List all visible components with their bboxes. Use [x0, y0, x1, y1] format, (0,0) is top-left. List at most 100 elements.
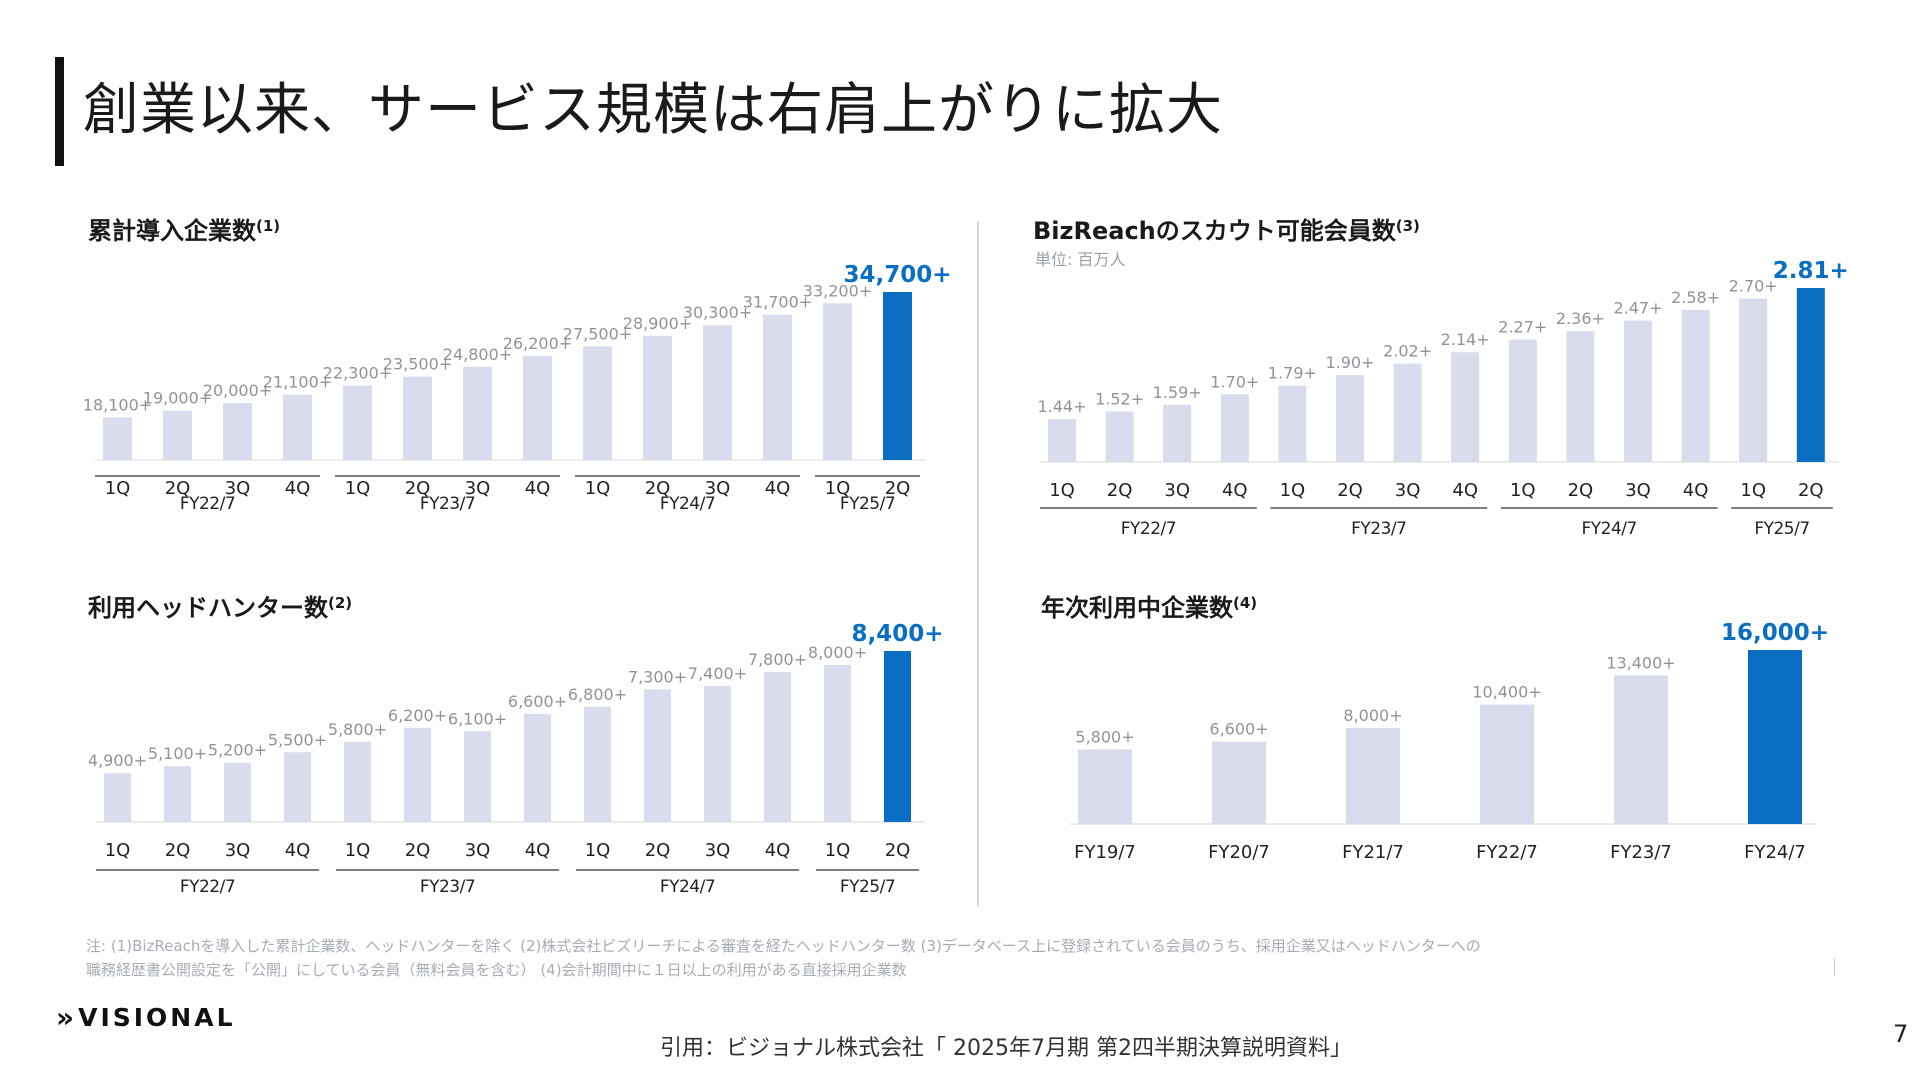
category-label: 3Q — [705, 840, 731, 861]
data-label: 19,000+ — [143, 389, 212, 408]
data-label: 5,200+ — [208, 741, 267, 760]
bar — [763, 314, 792, 460]
category-label: 2Q — [405, 840, 431, 861]
data-label: 8,000+ — [1343, 706, 1402, 725]
category-label: 3Q — [225, 840, 251, 861]
data-label: 2.70+ — [1729, 277, 1778, 296]
group-label: FY25/7 — [840, 877, 895, 897]
logo-chevron-icon: » — [56, 1001, 74, 1034]
data-label: 8,000+ — [808, 643, 867, 662]
group-label: FY24/7 — [660, 494, 715, 514]
data-label: 6,600+ — [1209, 720, 1268, 739]
group-label: FY23/7 — [1351, 519, 1406, 539]
footnote-line-1: 注: (1)BizReachを導入した累計企業数、ヘッドハンターを除く (2)株… — [86, 937, 1481, 955]
bar — [1508, 339, 1537, 462]
category-label: 3Q — [1395, 480, 1421, 501]
bar — [1105, 411, 1134, 462]
data-label: 7,800+ — [748, 650, 807, 669]
data-label: 20,000+ — [203, 381, 272, 400]
data-label: 6,200+ — [388, 706, 447, 725]
category-label: 4Q — [1222, 480, 1248, 501]
group-label: FY22/7 — [1121, 519, 1176, 539]
data-label: 2.47+ — [1613, 299, 1662, 318]
bar — [1451, 352, 1480, 462]
footnote-line-2: 職務経歴書公開設定を「公開」にしている会員（無料会員を含む） (4)会計期間中に… — [86, 961, 907, 979]
data-label: 2.36+ — [1556, 309, 1605, 328]
bar — [1346, 728, 1400, 824]
data-label: 16,000+ — [1721, 620, 1829, 646]
category-label: 1Q — [1510, 480, 1536, 501]
bar — [884, 651, 911, 822]
category-label: 3Q — [225, 478, 251, 499]
data-label: 10,400+ — [1472, 683, 1541, 702]
data-label: 5,500+ — [268, 730, 327, 749]
data-label: 2.58+ — [1671, 288, 1720, 307]
data-label: 1.70+ — [1210, 372, 1259, 391]
data-label: 1.59+ — [1153, 383, 1202, 402]
category-label: 1Q — [345, 478, 371, 499]
page-title: 創業以来、サービス規模は右肩上がりに拡大 — [83, 78, 1223, 143]
data-label: 18,100+ — [83, 395, 152, 414]
bar — [1480, 704, 1534, 824]
title-accent-bar — [55, 57, 64, 166]
chart-title-cumulative-companies: 累計導入企業数(1) — [88, 217, 281, 245]
bar — [404, 727, 431, 822]
visional-logo: » VISIONAL — [56, 1004, 236, 1032]
category-label: 1Q — [345, 840, 371, 861]
data-label: 6,100+ — [448, 709, 507, 728]
bar — [704, 685, 731, 822]
bar — [403, 376, 432, 460]
chart-title-headhunters: 利用ヘッドハンター数(2) — [88, 594, 353, 622]
category-label: 2Q — [1568, 480, 1594, 501]
category-label: FY24/7 — [1744, 842, 1806, 863]
category-label: 3Q — [465, 478, 491, 499]
data-label: 2.02+ — [1383, 342, 1432, 361]
group-label: FY25/7 — [1754, 519, 1809, 539]
bar — [823, 303, 852, 460]
category-label: 1Q — [825, 478, 851, 499]
bar — [464, 731, 491, 822]
bar — [224, 762, 251, 822]
bar — [1614, 675, 1668, 824]
bar — [463, 366, 492, 460]
category-label: 3Q — [465, 840, 491, 861]
data-label: 1.52+ — [1095, 390, 1144, 409]
category-label: 4Q — [525, 840, 551, 861]
chart-title-scout-members: BizReachのスカウト可能会員数(3) — [1033, 217, 1420, 245]
category-label: 1Q — [1740, 480, 1766, 501]
bar — [1739, 298, 1768, 462]
group-label: FY24/7 — [660, 877, 715, 897]
category-label: 2Q — [885, 478, 911, 499]
group-label: FY22/7 — [180, 494, 235, 514]
data-label: 27,500+ — [563, 324, 632, 343]
bar — [1336, 375, 1364, 462]
bar — [583, 346, 612, 460]
chart-title-annual-active-companies: 年次利用中企業数(4) — [1041, 594, 1258, 622]
category-label: 4Q — [765, 840, 791, 861]
bar — [1624, 320, 1652, 462]
bar — [1566, 331, 1595, 462]
category-label: FY20/7 — [1208, 842, 1270, 863]
logo-text: VISIONAL — [78, 1003, 236, 1032]
category-label: 3Q — [1164, 480, 1190, 501]
data-label: 22,300+ — [323, 364, 392, 383]
bar — [883, 292, 912, 460]
bar — [343, 385, 372, 460]
bar — [703, 325, 732, 460]
footnote-marker — [1834, 958, 1835, 976]
data-label: 5,800+ — [328, 720, 387, 739]
bar — [523, 356, 552, 460]
data-label: 2.27+ — [1498, 318, 1547, 337]
group-label: FY24/7 — [1582, 519, 1637, 539]
category-label: 3Q — [705, 478, 731, 499]
bar — [103, 417, 132, 460]
category-label: 4Q — [525, 478, 551, 499]
bar — [1048, 419, 1076, 462]
page-number: 7 — [1893, 1020, 1909, 1048]
category-label: 4Q — [1683, 480, 1709, 501]
data-label: 34,700+ — [843, 262, 951, 288]
category-label: 1Q — [1049, 480, 1075, 501]
bar — [1220, 394, 1249, 462]
